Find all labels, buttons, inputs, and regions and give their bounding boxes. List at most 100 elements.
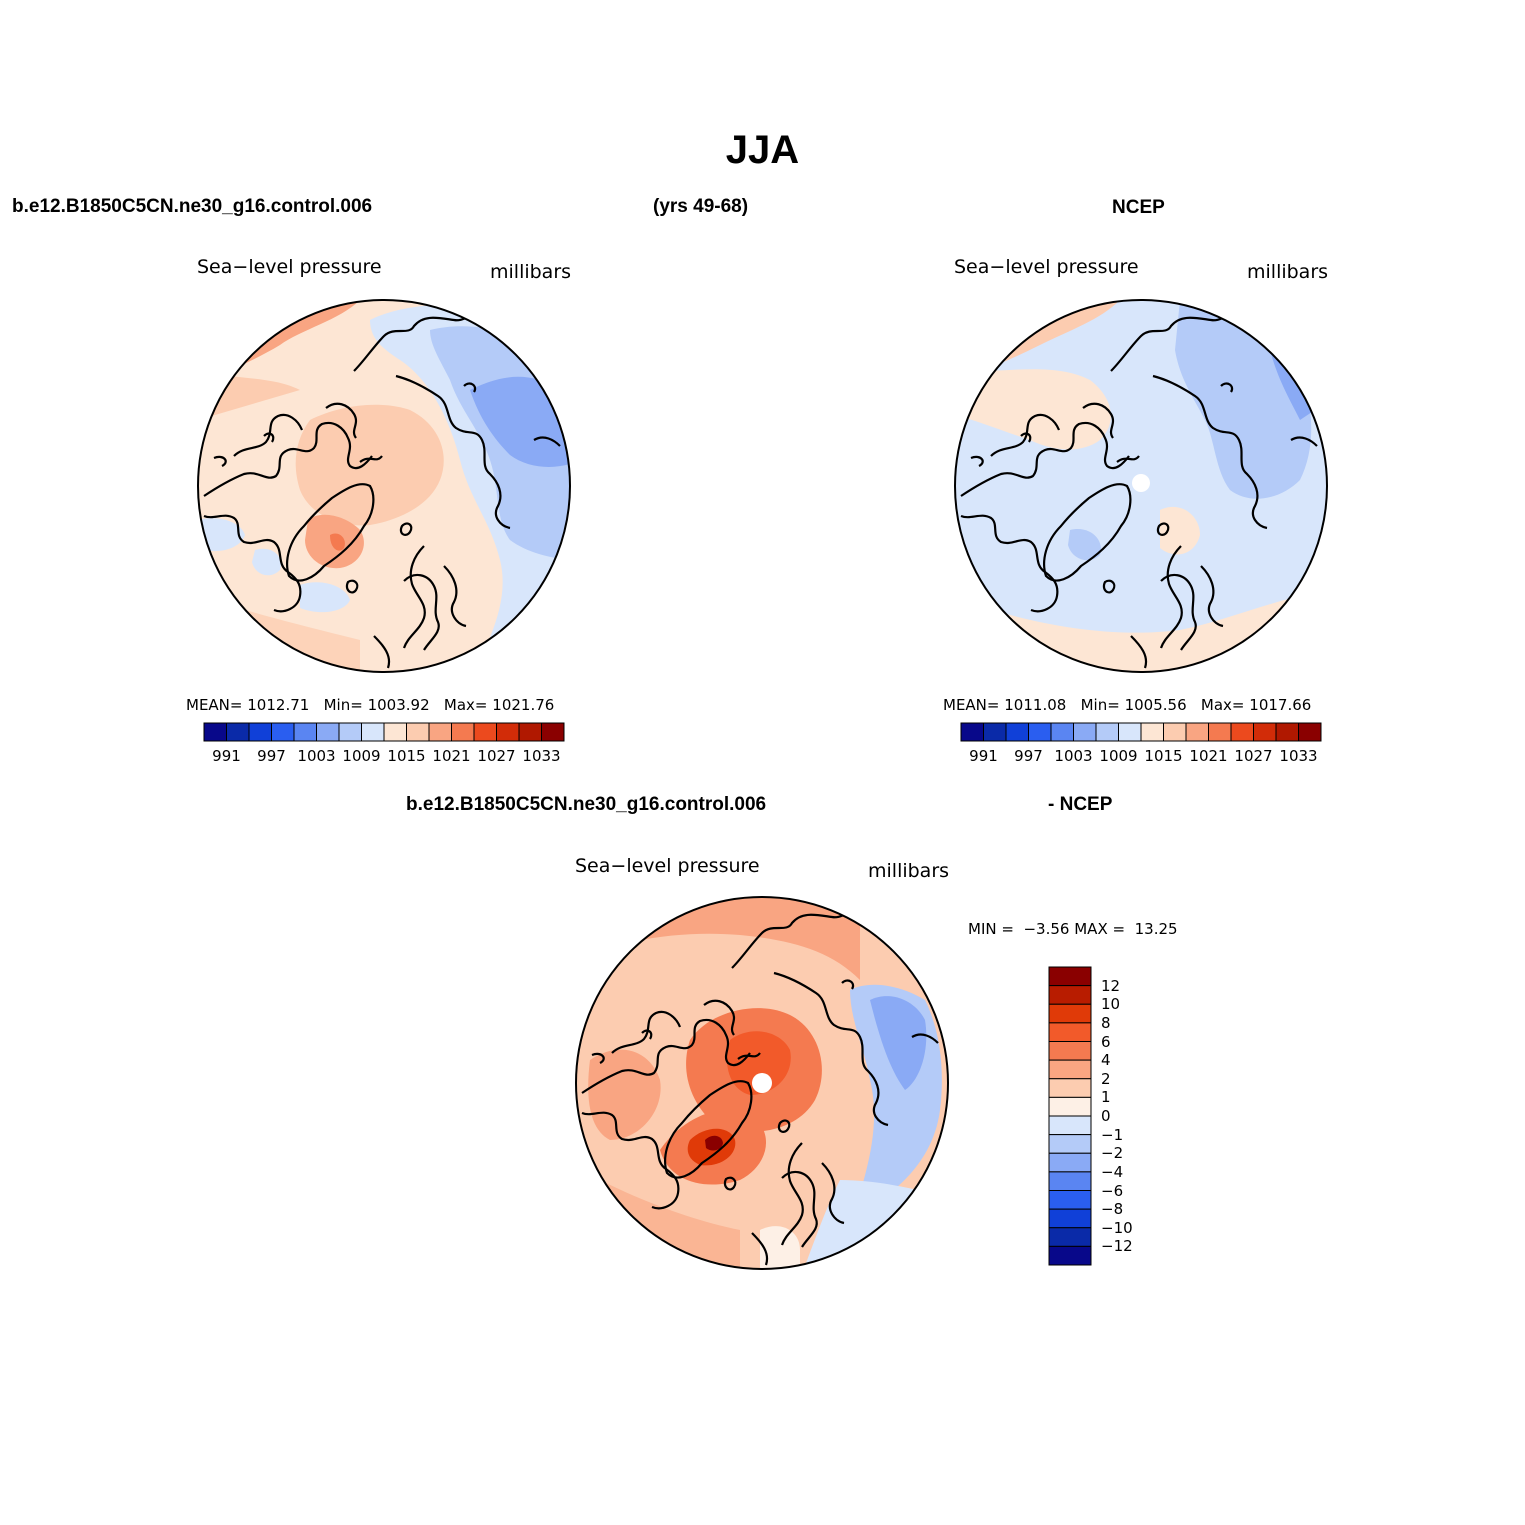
- model-colorbar: [203, 722, 565, 742]
- diff-colorbar-label: 8: [1101, 1013, 1111, 1032]
- model-colorbar-swatch-5: [316, 722, 340, 742]
- diff-colorbar-swatch-3: [1048, 1022, 1092, 1042]
- diff-colorbar-label: −2: [1101, 1144, 1124, 1163]
- diff-colorbar-swatch-2: [1048, 1003, 1092, 1024]
- diff-colorbar-label: −12: [1101, 1237, 1133, 1256]
- model-polar-map: [197, 299, 571, 673]
- obs-variable-title: Sea−level pressure: [954, 256, 1139, 278]
- model-colorbar-label: 1009: [342, 747, 381, 765]
- diff-max-value: 13.25: [1134, 920, 1178, 938]
- diff-colorbar-swatch-10: [1048, 1152, 1092, 1173]
- diff-stats: MIN = −3.56 MAX = 13.25: [968, 920, 1178, 938]
- obs-mean-label: MEAN=: [943, 696, 1000, 714]
- obs-colorbar-swatch-9: [1163, 722, 1187, 742]
- obs-colorbar-swatch-8: [1140, 722, 1164, 742]
- diff-units: millibars: [868, 860, 950, 882]
- obs-colorbar-swatch-7: [1118, 722, 1142, 742]
- diff-colorbar-swatch-8: [1048, 1115, 1092, 1136]
- diff-colorbar-label: −4: [1101, 1162, 1124, 1181]
- obs-min-label: Min=: [1080, 696, 1120, 714]
- obs-colorbar-label: 991: [969, 747, 998, 765]
- diff-colorbar-swatch-15: [1048, 1245, 1092, 1266]
- diff-min-value: −3.56: [1023, 920, 1070, 938]
- model-colorbar-label: 991: [212, 747, 241, 765]
- model-max-value: 1021.76: [492, 696, 555, 714]
- diff-colorbar-label: 10: [1101, 995, 1121, 1014]
- obs-colorbar-swatch-13: [1253, 722, 1277, 742]
- obs-min-value: 1005.56: [1124, 696, 1187, 714]
- diff-colorbar-swatch-13: [1048, 1208, 1092, 1229]
- model-colorbar-label: 997: [257, 747, 286, 765]
- model-colorbar-swatch-9: [406, 722, 430, 742]
- obs-units: millibars: [1247, 261, 1329, 283]
- obs-colorbar-swatch-11: [1208, 722, 1232, 742]
- diff-colorbar-swatch-9: [1048, 1134, 1092, 1154]
- diff-case-header: b.e12.B1850C5CN.ne30_g16.control.006: [406, 794, 767, 815]
- model-colorbar-swatch-13: [496, 722, 520, 742]
- diff-colorbar-label: 6: [1101, 1032, 1111, 1051]
- diff-colorbar-swatch-6: [1048, 1078, 1092, 1098]
- obs-colorbar-swatch-3: [1028, 722, 1052, 742]
- model-colorbar-swatch-10: [428, 722, 452, 742]
- diff-colorbar-label: 2: [1101, 1069, 1111, 1088]
- model-colorbar-swatch-11: [451, 722, 475, 742]
- model-colorbar-label: 1021: [432, 747, 471, 765]
- obs-stats: MEAN= 1011.08 Min= 1005.56 Max= 1017.66: [943, 696, 1311, 714]
- model-units: millibars: [490, 261, 572, 283]
- model-colorbar-label: 1033: [522, 747, 561, 765]
- diff-colorbar-label: 0: [1101, 1107, 1111, 1125]
- obs-colorbar-swatch-4: [1050, 722, 1074, 742]
- model-max-label: Max=: [443, 696, 488, 714]
- model-colorbar-swatch-7: [361, 722, 385, 742]
- obs-header: NCEP: [1112, 197, 1165, 218]
- model-colorbar-swatch-15: [541, 722, 565, 742]
- model-mean-value: 1012.71: [247, 696, 310, 714]
- diff-colorbar-swatch-11: [1048, 1171, 1092, 1191]
- model-colorbar-swatch-2: [248, 722, 272, 742]
- diff-colorbar-label: −6: [1101, 1181, 1124, 1200]
- model-colorbar-label: 1027: [477, 747, 516, 765]
- diff-colorbar-swatch-5: [1048, 1059, 1092, 1080]
- obs-colorbar-swatch-0: [960, 722, 984, 742]
- diff-colorbar-swatch-0: [1048, 966, 1092, 987]
- obs-colorbar-label: 1027: [1234, 747, 1273, 765]
- model-colorbar-swatch-3: [271, 722, 295, 742]
- obs-colorbar: [960, 722, 1322, 742]
- diff-colorbar-swatch-14: [1048, 1227, 1092, 1247]
- diff-colorbar-label: −1: [1101, 1125, 1124, 1144]
- model-colorbar-swatch-4: [293, 722, 317, 742]
- model-variable-title: Sea−level pressure: [197, 256, 382, 278]
- obs-colorbar-label: 997: [1014, 747, 1043, 765]
- obs-colorbar-label: 1033: [1279, 747, 1318, 765]
- obs-colorbar-label: 1003: [1054, 747, 1093, 765]
- obs-colorbar-swatch-15: [1298, 722, 1322, 742]
- diff-colorbar-swatch-4: [1048, 1041, 1092, 1061]
- model-colorbar-swatch-1: [226, 722, 250, 742]
- obs-colorbar-label: 1009: [1099, 747, 1138, 765]
- diff-colorbar-swatch-12: [1048, 1190, 1092, 1210]
- model-case-header: b.e12.B1850C5CN.ne30_g16.control.006: [12, 196, 373, 217]
- diff-colorbar-label: −10: [1101, 1218, 1133, 1237]
- figure-title: JJA: [725, 128, 800, 172]
- obs-colorbar-label: 1021: [1189, 747, 1228, 765]
- diff-colorbar: [1048, 966, 1092, 1266]
- diff-max-label: MAX =: [1074, 920, 1126, 938]
- model-colorbar-swatch-0: [203, 722, 227, 742]
- obs-colorbar-swatch-14: [1275, 722, 1299, 742]
- obs-colorbar-label: 1015: [1144, 747, 1183, 765]
- model-min-label: Min=: [323, 696, 363, 714]
- model-stats: MEAN= 1012.71 Min= 1003.92 Max= 1021.76: [186, 696, 554, 714]
- diff-variable-title: Sea−level pressure: [575, 855, 760, 877]
- obs-max-label: Max=: [1200, 696, 1245, 714]
- obs-colorbar-swatch-10: [1185, 722, 1209, 742]
- diff-polar-map: [575, 896, 949, 1270]
- diff-colorbar-swatch-1: [1048, 985, 1092, 1005]
- model-colorbar-label: 1003: [297, 747, 336, 765]
- diff-min-label: MIN =: [968, 920, 1014, 938]
- obs-polar-map: [954, 299, 1328, 673]
- model-colorbar-swatch-8: [383, 722, 407, 742]
- years-header: (yrs 49-68): [653, 196, 749, 217]
- diff-minus-obs-header: - NCEP: [1048, 794, 1113, 815]
- model-colorbar-swatch-14: [518, 722, 542, 742]
